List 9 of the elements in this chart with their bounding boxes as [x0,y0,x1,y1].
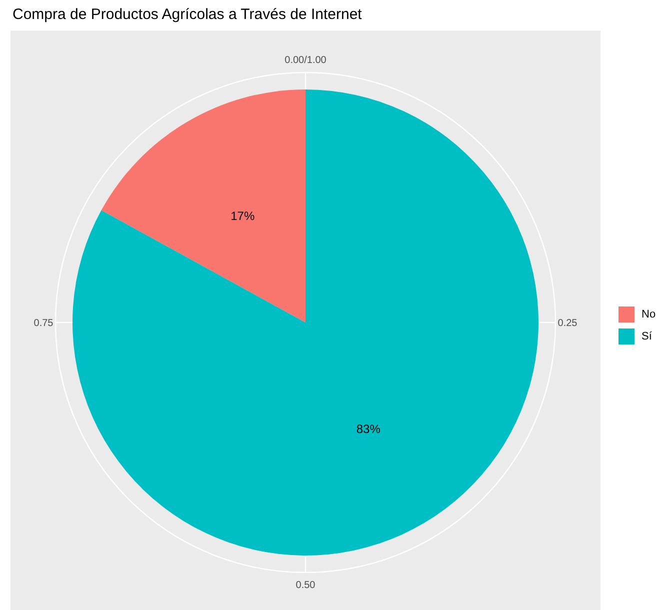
legend-label: No [642,308,656,320]
data-label: 83% [356,422,381,436]
legend-label: Sí [642,330,653,342]
text: 0.00/1.00 [284,55,327,66]
data-label: 17% [230,209,255,224]
chart-title: Compra de Productos Agrícolas a Través de Internet [12,6,363,23]
text: 0.75 [34,318,54,329]
text: 0.50 [296,580,316,591]
text: 0.25 [558,318,578,329]
